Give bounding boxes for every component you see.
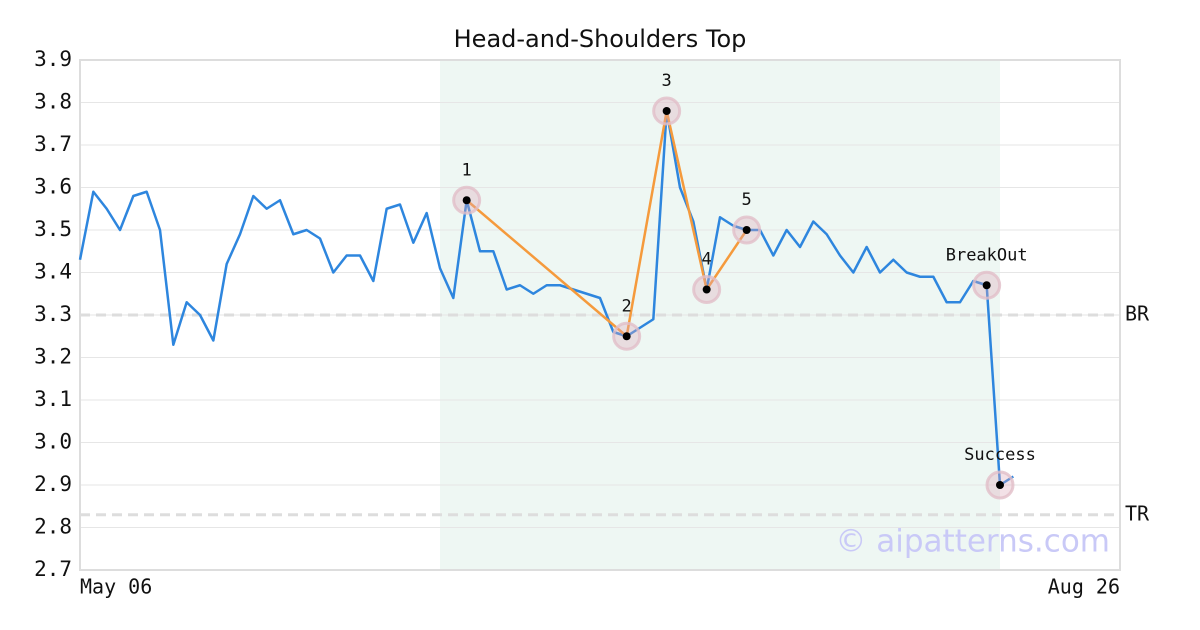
point-label: 3 [662, 71, 672, 91]
y-tick-label: 2.8 [34, 515, 72, 539]
x-tick-label: Aug 26 [1048, 575, 1120, 599]
point-dot [622, 332, 631, 341]
point-label: Success [964, 445, 1036, 465]
watermark: © aipatterns.com [835, 524, 1110, 560]
y-tick-label: 3.9 [34, 47, 72, 71]
point-dot [982, 281, 991, 290]
chart-title: Head-and-Shoulders Top [454, 25, 747, 53]
y-tick-label: 3.0 [34, 430, 72, 454]
level-label: TR [1125, 501, 1150, 525]
point-label: 5 [742, 190, 752, 210]
point-dot [702, 285, 711, 294]
y-tick-label: 3.4 [34, 260, 72, 284]
y-tick-label: 3.1 [34, 387, 72, 411]
point-dot [462, 196, 471, 205]
y-tick-label: 3.8 [34, 90, 72, 114]
point-label: 4 [702, 250, 712, 270]
y-tick-label: 3.3 [34, 302, 72, 326]
level-label: BR [1125, 302, 1150, 326]
point-label: 1 [462, 160, 472, 180]
y-tick-label: 3.6 [34, 175, 72, 199]
point-dot [662, 107, 671, 115]
price-line [78, 109, 1015, 487]
y-tick-label: 2.9 [34, 472, 72, 496]
y-tick-label: 3.7 [34, 132, 72, 156]
point-label: BreakOut [946, 245, 1028, 265]
point-dot [742, 226, 751, 234]
point-dot [996, 481, 1004, 489]
y-tick-label: 3.2 [34, 345, 72, 369]
y-tick-label: 3.5 [34, 217, 72, 241]
point-label: 2 [622, 296, 632, 316]
x-tick-label: May 06 [80, 575, 152, 599]
y-tick-label: 2.7 [34, 557, 72, 581]
